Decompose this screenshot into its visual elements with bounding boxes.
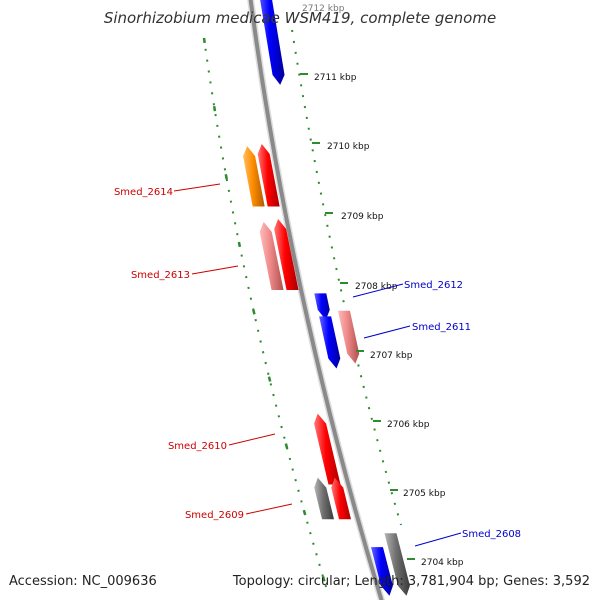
gene-label-smed-2613[interactable]: Smed_2613 xyxy=(131,270,190,281)
reverse-leader-lines xyxy=(352,283,462,547)
gene-label-smed-2612[interactable]: Smed_2612 xyxy=(404,280,463,291)
gene-2612-top-arrow[interactable] xyxy=(257,0,285,85)
scale-label-2706: 2706 kbp xyxy=(387,420,430,430)
gene-2611-pink-arrow[interactable] xyxy=(337,310,360,364)
scale-label-2707: 2707 kbp xyxy=(370,351,413,361)
genome-backbone-line xyxy=(248,0,384,600)
scale-ticks xyxy=(300,73,415,560)
gene-2613-pink-arrow[interactable] xyxy=(259,221,284,290)
scale-label-2708: 2708 kbp xyxy=(355,282,398,292)
scale-label-2712: 2712 kbp xyxy=(302,4,345,14)
genome-summary-text: Topology: circular; Length: 3,781,904 bp… xyxy=(232,574,590,589)
gene-features xyxy=(243,0,410,596)
genome-title: Sinorhizobium medicae WSM419, complete g… xyxy=(103,9,497,27)
scale-label-2709: 2709 kbp xyxy=(341,212,384,222)
gene-label-smed-2608[interactable]: Smed_2608 xyxy=(462,529,521,540)
gene-2610-arrow[interactable] xyxy=(314,413,341,485)
gene-2614-orange-arrow[interactable] xyxy=(243,146,265,207)
forward-leader-lines xyxy=(173,183,293,515)
gene-label-smed-2611[interactable]: Smed_2611 xyxy=(412,322,471,333)
gene-2611-blue-arrow[interactable] xyxy=(319,316,341,369)
scale-label-2705: 2705 kbp xyxy=(403,489,446,499)
gene-2612-arrow[interactable] xyxy=(314,293,330,320)
gene-2608-gray-arrow[interactable] xyxy=(384,533,410,596)
scale-label-2710: 2710 kbp xyxy=(327,142,370,152)
gene-label-smed-2609[interactable]: Smed_2609 xyxy=(185,510,244,521)
gene-2609-red-arrow[interactable] xyxy=(331,477,352,520)
gene-2609-gray-arrow[interactable] xyxy=(314,477,335,520)
gene-label-smed-2610[interactable]: Smed_2610 xyxy=(168,441,227,452)
gene-2613-red-arrow[interactable] xyxy=(274,219,299,290)
gene-2614-red-arrow[interactable] xyxy=(257,144,280,207)
accession-text: Accession: NC_009636 xyxy=(9,574,157,589)
scale-label-2704: 2704 kbp xyxy=(421,558,464,568)
gene-2608-blue-arrow[interactable] xyxy=(370,547,393,596)
scale-label-2711: 2711 kbp xyxy=(314,73,357,83)
gene-label-smed-2614[interactable]: Smed_2614 xyxy=(114,187,173,198)
outer-guide-arc xyxy=(291,29,402,526)
